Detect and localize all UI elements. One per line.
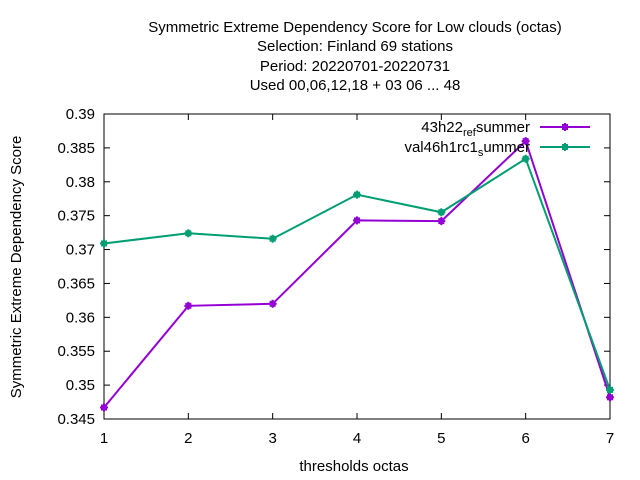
data-point-val46h1rc1-summer [268, 234, 277, 243]
y-tick-label: 0.39 [66, 106, 95, 123]
legend-label-subscript: s [478, 147, 484, 159]
chart-title: Symmetric Extreme Dependency Score for L… [148, 19, 562, 94]
data-point-val46h1rc1-summer [437, 208, 446, 217]
legend-label-43h22-ref-summer: 43h22refsummer [421, 119, 530, 139]
y-tick-label: 0.37 [66, 242, 95, 259]
x-tick-label: 3 [268, 430, 276, 447]
legend-label-part: val46h1rc1 [404, 139, 477, 156]
y-tick-label: 0.35 [66, 377, 95, 394]
legend-entry-val46h1rc1-summer: val46h1rc1summer [404, 139, 590, 159]
x-tick-label: 2 [184, 430, 192, 447]
x-tick-label: 1 [100, 430, 108, 447]
legend-label-part: 43h22 [421, 119, 463, 136]
y-tick-label: 0.375 [57, 208, 95, 225]
legend-label-part: ummer [483, 119, 530, 136]
data-point-43h22-ref-summer [606, 393, 614, 402]
plot-frame [103, 113, 611, 420]
legend-point-43h22-ref-summer [561, 123, 569, 131]
data-point-43h22-ref-summer [353, 216, 361, 225]
x-tick-label: 5 [437, 430, 445, 447]
y-tick-label: 0.385 [57, 140, 95, 157]
x-axis-label: thresholds octas [299, 458, 408, 475]
y-tick-label: 0.38 [66, 174, 95, 191]
x-tick-label: 6 [521, 430, 529, 447]
data-point-43h22-ref-summer [268, 299, 277, 308]
legend-marker-val46h1rc1-summer [561, 143, 569, 151]
y-tick-label: 0.36 [66, 309, 95, 326]
y-axis-ticks: 0.345 0.35 0.355 0.36 0.365 0.37 0.375 0.38 0.38… [57, 106, 610, 428]
x-axis-ticks: 1 2 3 4 5 6 7 [100, 114, 614, 447]
data-point-val46h1rc1-summer [100, 239, 108, 248]
y-tick-label: 0.345 [57, 411, 95, 428]
y-tick-label: 0.365 [57, 275, 95, 292]
chart-title-line-4: Used 00,06,12,18 + 03 06 ... 48 [250, 77, 461, 94]
x-tick-label: 7 [606, 430, 614, 447]
y-tick-label: 0.355 [57, 343, 95, 360]
y-axis-label: Symmetric Extreme Dependency Score [8, 136, 25, 399]
data-point-val46h1rc1-summer [521, 154, 530, 163]
series-layer [100, 137, 614, 412]
legend-label-part: ummer [483, 139, 530, 156]
data-point-43h22-ref-summer [437, 217, 446, 226]
legend: 43h22refsummer val46h1rc1summer [404, 119, 590, 159]
chart-title-line-3: Period: 20220701-20220731 [260, 58, 450, 75]
legend-label-val46h1rc1-summer: val46h1rc1summer [404, 139, 530, 159]
data-point-43h22-ref-summer [521, 137, 530, 146]
chart-title-line-2: Selection: Finland 69 stations [257, 38, 453, 55]
legend-point-val46h1rc1-summer [561, 143, 569, 151]
data-point-val46h1rc1-summer [353, 190, 361, 199]
legend-label-part: s [476, 119, 484, 136]
legend-entry-43h22-ref-summer: 43h22refsummer [421, 119, 590, 139]
chart-title-line-1: Symmetric Extreme Dependency Score for L… [148, 19, 562, 36]
data-point-val46h1rc1-summer [184, 229, 193, 238]
data-point-43h22-ref-summer [184, 301, 193, 310]
data-point-43h22-ref-summer [100, 403, 108, 412]
data-point-val46h1rc1-summer [606, 385, 614, 394]
legend-marker-43h22-ref-summer [561, 123, 569, 131]
legend-label-subscript: ref [463, 127, 477, 139]
x-tick-label: 4 [353, 430, 361, 447]
